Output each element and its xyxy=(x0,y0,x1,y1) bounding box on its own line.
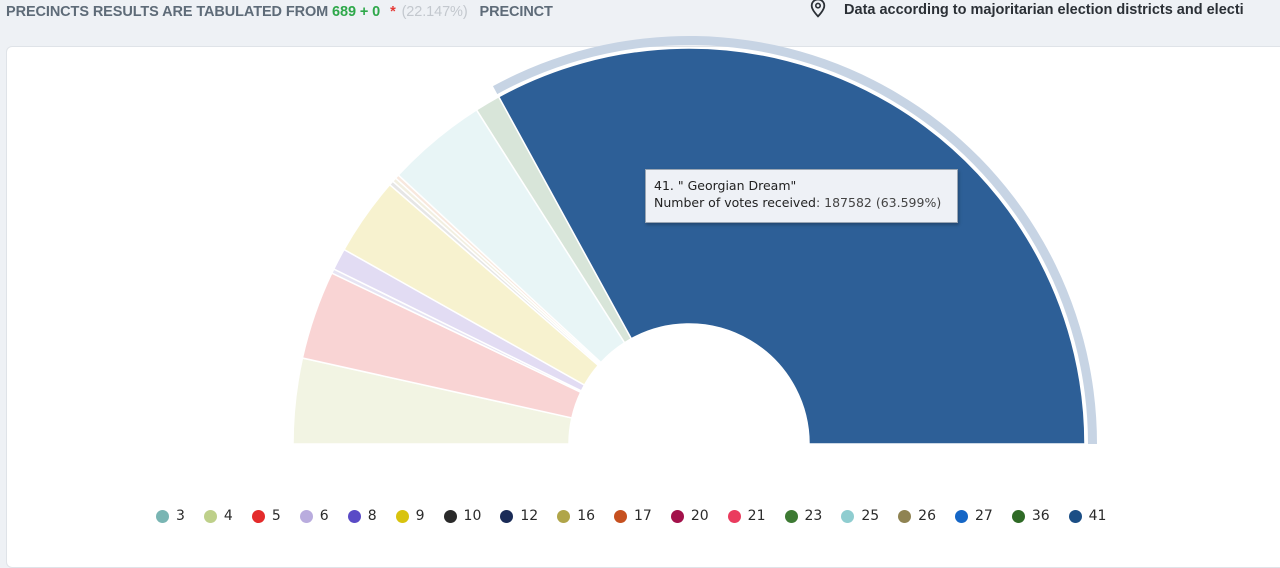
legend-item-3[interactable]: 3 xyxy=(156,508,185,524)
legend-item-12[interactable]: 12 xyxy=(500,508,538,524)
precincts-percent: (22.147%) xyxy=(401,4,468,20)
legend-dot-icon xyxy=(557,509,571,523)
legend-item-36[interactable]: 36 xyxy=(1011,508,1050,524)
precincts-status: PRECINCTS RESULTS ARE TABULATED FROM 689… xyxy=(6,4,553,20)
legend-label: 27 xyxy=(974,508,993,524)
legend-item-27[interactable]: 27 xyxy=(954,508,993,524)
precincts-prefix: PRECINCTS RESULTS ARE TABULATED FROM xyxy=(6,4,329,20)
legend-item-9[interactable]: 9 xyxy=(395,508,425,524)
legend-item-6[interactable]: 6 xyxy=(299,508,329,524)
legend-dot-icon xyxy=(203,509,217,523)
chart-legend: 3 4 5 6 8 9 10 12 16 17 20 21 23 25 26 27 36 41 xyxy=(156,506,1125,526)
legend-item-8[interactable]: 8 xyxy=(347,508,377,524)
precincts-count: 689 + 0 xyxy=(332,4,381,20)
legend-label: 36 xyxy=(1031,508,1050,524)
legend-label: 26 xyxy=(918,508,936,524)
legend-item-25[interactable]: 25 xyxy=(841,508,879,524)
legend-dot-icon xyxy=(670,509,684,523)
legend-label: 10 xyxy=(463,508,482,524)
map-pin-icon xyxy=(808,0,828,22)
legend-label: 17 xyxy=(634,508,652,524)
source-note[interactable]: Data according to majoritarian election … xyxy=(808,0,1244,18)
legend-dot-icon xyxy=(898,509,912,523)
legend-label: 4 xyxy=(223,508,233,524)
legend-dot-icon xyxy=(443,509,457,523)
legend-item-23[interactable]: 23 xyxy=(784,508,823,524)
precincts-suffix: PRECINCT xyxy=(479,4,553,20)
legend-label: 25 xyxy=(861,508,880,524)
legend-label: 3 xyxy=(176,508,185,524)
legend-label: 5 xyxy=(271,508,281,524)
legend-dot-icon xyxy=(299,509,313,523)
tooltip-label: Number of votes received xyxy=(654,195,816,210)
legend-dot-icon xyxy=(727,509,741,523)
source-note-text: Data according to majoritarian election … xyxy=(844,2,1244,18)
legend-item-21[interactable]: 21 xyxy=(727,508,766,524)
legend-dot-icon xyxy=(395,509,409,523)
precincts-star: * xyxy=(390,4,396,20)
legend-label: 6 xyxy=(319,508,329,524)
legend-item-26[interactable]: 26 xyxy=(898,508,936,524)
legend-label: 23 xyxy=(804,508,823,524)
legend-label: 9 xyxy=(415,508,425,524)
legend-dot-icon xyxy=(784,509,798,523)
tooltip-title: 41. " Georgian Dream" xyxy=(654,178,797,193)
legend-item-41[interactable]: 41 xyxy=(1068,508,1107,524)
legend-label: 8 xyxy=(367,508,377,524)
legend-item-5[interactable]: 5 xyxy=(251,508,281,524)
tooltip-value: : 187582 (63.599%) xyxy=(815,195,942,210)
legend-item-20[interactable]: 20 xyxy=(670,508,709,524)
legend-dot-icon xyxy=(954,509,968,523)
legend-label: 41 xyxy=(1088,508,1107,524)
legend-dot-icon xyxy=(347,509,361,523)
legend-dot-icon xyxy=(500,509,514,523)
chart-tooltip: 41. " Georgian Dream" Number of votes re… xyxy=(645,169,958,223)
legend-item-4[interactable]: 4 xyxy=(203,508,233,524)
legend-dot-icon xyxy=(614,509,628,523)
legend-label: 16 xyxy=(577,508,596,524)
legend-dot-icon xyxy=(841,509,855,523)
legend-dot-icon xyxy=(156,509,169,523)
legend-item-17[interactable]: 17 xyxy=(614,508,652,524)
legend-dot-icon xyxy=(251,509,265,523)
legend-item-10[interactable]: 10 xyxy=(443,508,482,524)
legend-dot-icon xyxy=(1068,509,1082,523)
legend-item-16[interactable]: 16 xyxy=(557,508,595,524)
legend-label: 20 xyxy=(690,508,709,524)
slice-halo-41 xyxy=(492,36,1097,445)
legend-label: 21 xyxy=(747,508,766,524)
top-bar: PRECINCTS RESULTS ARE TABULATED FROM 689… xyxy=(0,0,1280,40)
legend-dot-icon xyxy=(1011,509,1025,523)
slice-41[interactable] xyxy=(497,47,1086,445)
semi-donut-chart xyxy=(292,36,1097,445)
legend-label: 12 xyxy=(520,508,539,524)
